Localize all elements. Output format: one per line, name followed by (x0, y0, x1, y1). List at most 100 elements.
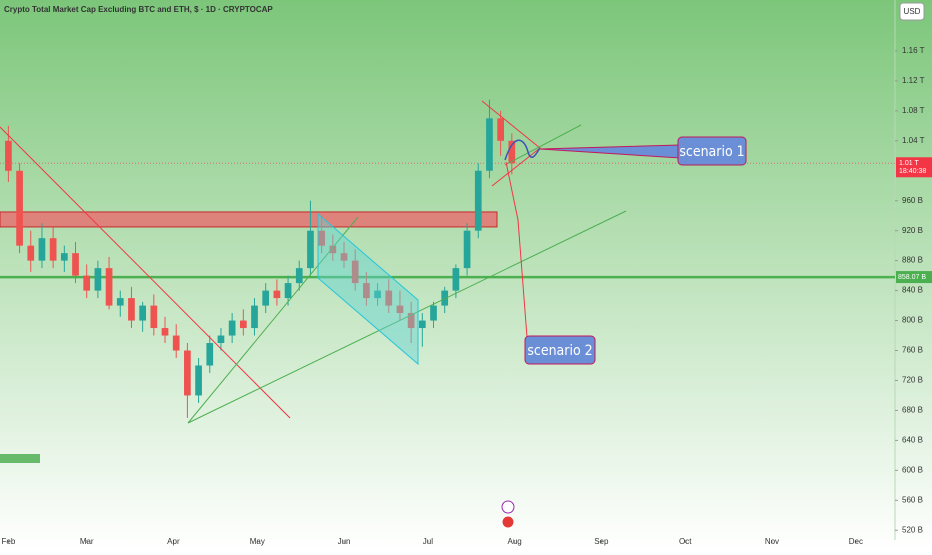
candle-body (452, 268, 460, 291)
candle-body (497, 118, 504, 141)
x-tick-label: Aug (508, 537, 522, 546)
x-tick-label: Sep (594, 537, 609, 546)
x-tick-label: Jul (423, 537, 433, 546)
y-tick-label: 600 B (902, 465, 923, 474)
candle-body (262, 290, 270, 306)
candle-body (340, 253, 348, 261)
candle-body (38, 238, 46, 261)
candle-body (407, 313, 415, 329)
y-tick-label: 840 B (902, 286, 923, 295)
candle-body (318, 230, 325, 246)
y-tick-label: 880 B (902, 256, 923, 265)
candle-body (105, 268, 113, 306)
candle-body (150, 305, 158, 329)
currency-button[interactable] (899, 2, 925, 21)
y-tick-label: 960 B (902, 196, 923, 205)
candle-body (273, 290, 281, 299)
candle-body (83, 275, 91, 291)
candle-body (486, 118, 493, 171)
candle-body (139, 305, 146, 321)
candle-body (116, 298, 124, 306)
candle-body (363, 283, 370, 299)
y-tick-label: 760 B (902, 346, 923, 355)
y-tick-label: 1.04 T (902, 136, 925, 145)
candle-body (49, 238, 57, 261)
candle-body (72, 253, 79, 276)
candle-body (5, 140, 12, 171)
currency[interactable]: USD (904, 7, 921, 16)
trend-line (0, 126, 291, 419)
candle-body (251, 305, 258, 329)
candle-body (284, 283, 292, 299)
countdown: 18:40:38 (899, 168, 926, 175)
candle-body (508, 140, 516, 164)
candle-body (217, 335, 225, 344)
price-label-bg (896, 157, 932, 178)
x-tick-label: Dec (849, 537, 863, 546)
y-tick-label: 640 B (902, 435, 923, 444)
x-tick-label: Apr (167, 537, 180, 546)
candle-body (228, 320, 236, 336)
chart-title: Crypto Total Market Cap Excluding BTC an… (4, 5, 273, 14)
candle-body (172, 335, 180, 351)
plot: 520 B 560 B 600 B 640 B 680 B 720 B 760 B 800 B… (0, 46, 932, 546)
candle-body (441, 290, 449, 306)
candle-body (27, 245, 35, 261)
candle-body (329, 245, 337, 254)
candle-body (385, 290, 393, 306)
price-label: 1.01 T (899, 160, 919, 167)
y-tick-label: 520 B (902, 525, 923, 534)
y-tick-label: 560 B (902, 495, 923, 504)
callout (677, 136, 747, 166)
y-tick-label: 1.12 T (902, 76, 925, 85)
trend-line (187, 210, 627, 424)
candle-body (195, 365, 202, 396)
y-tick-label: 1.08 T (902, 106, 925, 115)
annotation: scenario 2 (527, 343, 592, 359)
y-tick-label: 920 B (902, 226, 923, 235)
arrow (504, 124, 582, 166)
candle-body (206, 343, 214, 366)
candle-body (239, 320, 247, 329)
candle-body (295, 268, 303, 284)
y-tick-label: 1.16 T (902, 46, 925, 55)
candle-body (161, 328, 169, 336)
candle-body (474, 170, 482, 231)
price-label-bg (896, 271, 932, 284)
x-tick-label: Jun (338, 537, 351, 546)
candle-body (94, 268, 102, 291)
drawings (0, 100, 681, 424)
candle-body (184, 350, 191, 396)
annotation: scenario 1 (679, 144, 744, 160)
event-icon[interactable] (501, 500, 515, 514)
x-tick-label: Mar (80, 537, 94, 546)
candle-body (16, 170, 23, 246)
x-tick-label: Feb (1, 537, 15, 546)
y-tick-label: 680 B (902, 406, 923, 415)
resistance-zone (0, 211, 498, 228)
x-tick-label: Nov (765, 537, 779, 546)
price-label: 858.07 B (898, 274, 926, 281)
drawing-box (0, 454, 40, 463)
path-curve (504, 139, 541, 161)
callout (524, 335, 596, 365)
trend-line (187, 216, 359, 424)
candle-body (418, 320, 426, 329)
candle-body (128, 298, 135, 321)
channel (317, 212, 419, 366)
candle-body (351, 260, 359, 284)
x-tick-label: May (250, 537, 265, 546)
candle-body (430, 305, 437, 321)
y-tick-label: 800 B (902, 316, 923, 325)
event-icon[interactable] (501, 515, 515, 529)
candle-body (60, 253, 68, 261)
candle-body (307, 230, 314, 269)
candle-body (374, 290, 381, 299)
candle-body (396, 305, 404, 314)
x-tick-label: Oct (679, 537, 692, 546)
candle-body (463, 230, 471, 269)
y-tick-label: 720 B (902, 376, 923, 385)
arrow (505, 161, 529, 351)
